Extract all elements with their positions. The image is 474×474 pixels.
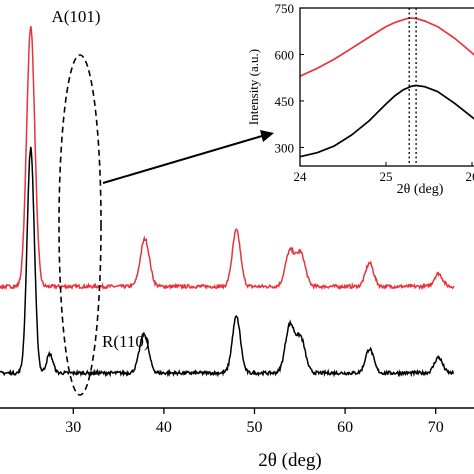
inset-x-tick-label: 26 [466,169,474,184]
inset-x-tick-label: 25 [380,169,393,184]
zoom-arrow-head [260,130,274,142]
annotation-anatase: A(101) [51,7,100,26]
main-plot: 203040506070 2θ (deg) A(101) R(110) [0,7,474,471]
inset-y-tick-label: 750 [275,1,295,16]
annotation-rutile: R(110) [102,332,150,351]
main-x-tick-label: 50 [247,419,263,436]
inset-series-group [299,17,474,158]
inset-y-axis-label: Intensity (a.u.) [246,49,261,125]
main-x-ticks: 203040506070 [65,408,444,436]
inset-x-axis-label: 2θ (deg) [397,182,444,197]
zoom-arrow [102,135,263,184]
inset-x-ticks: 24 25 26 [294,162,474,184]
inset-plot: 24 25 26 300 450 600 750 2θ (deg) Intensity (… [246,1,474,197]
main-x-tick-label: 60 [337,419,353,436]
main-x-tick-label: 30 [65,419,81,436]
inset-y-tick-label: 300 [275,140,295,155]
inset-y-ticks: 300 450 600 750 [275,1,304,155]
inset-peak-markers [408,8,417,166]
inset-series-line-1 [299,84,474,158]
main-x-axis-label: 2θ (deg) [258,450,321,471]
inset-frame [299,7,474,167]
peak-highlight-ellipse [58,54,102,396]
inset-y-tick-label: 600 [275,47,295,62]
main-series-line-0 [0,25,455,291]
main-series-group [0,25,455,378]
inset-series-line-0 [299,17,474,77]
main-x-tick-label: 40 [156,419,172,436]
main-series-line-1 [0,146,454,378]
inset-y-tick-label: 450 [275,94,295,109]
inset-background [300,8,474,166]
main-x-tick-label: 70 [428,419,444,436]
inset-x-tick-label: 24 [294,169,308,184]
